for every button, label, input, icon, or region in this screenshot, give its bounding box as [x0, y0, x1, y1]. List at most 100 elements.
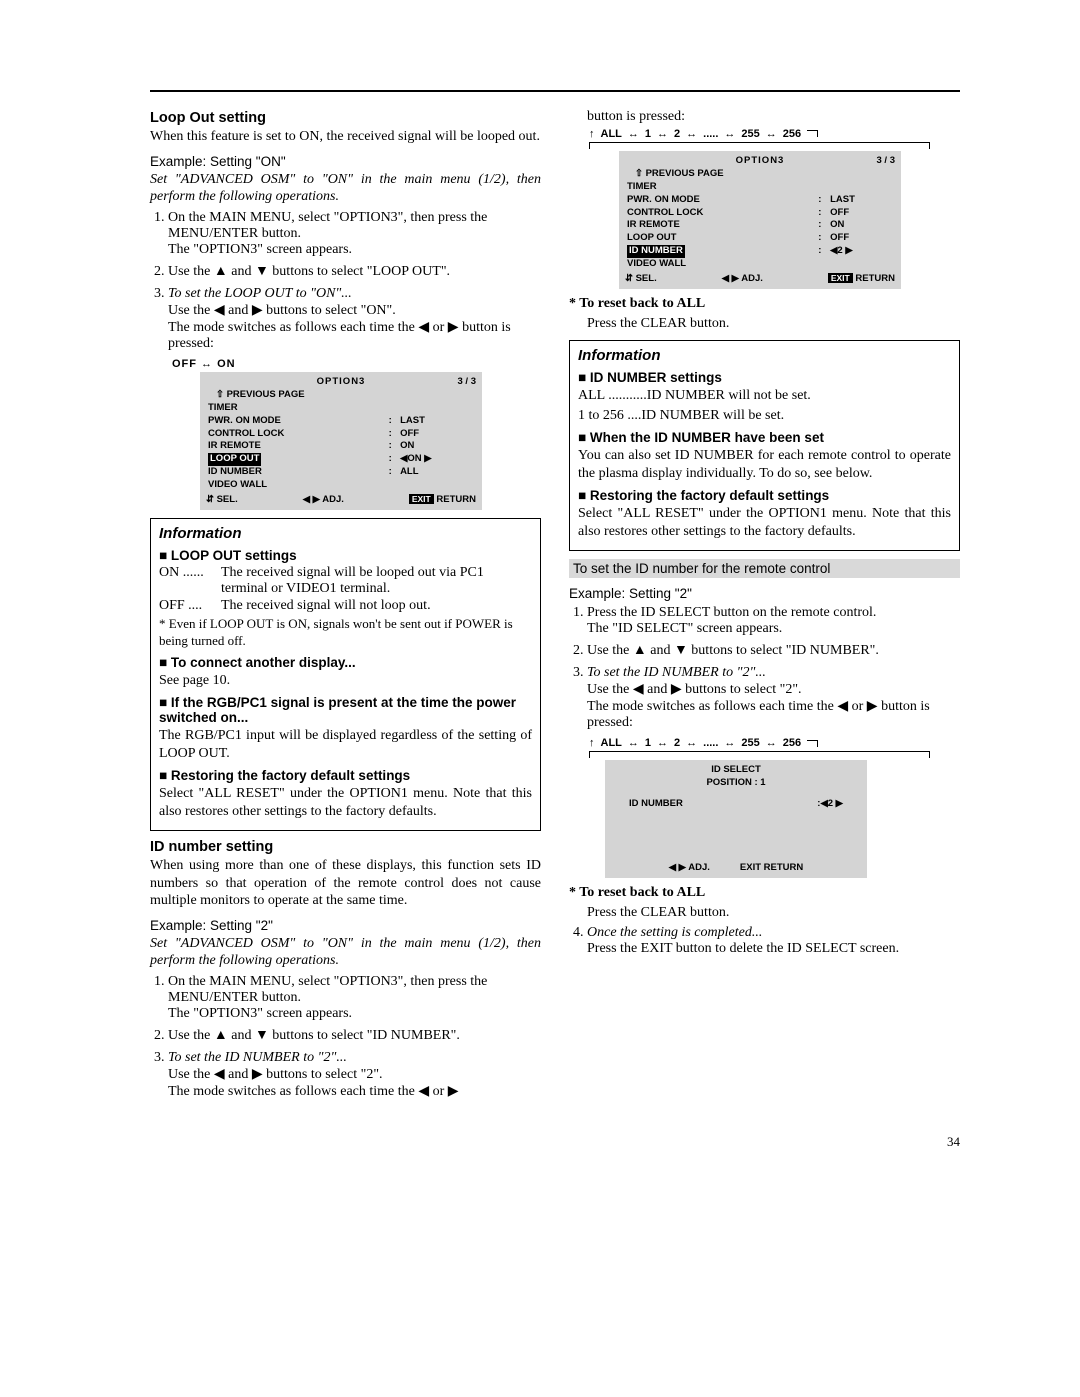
idnum-step-1b: The "OPTION3" screen appears.: [168, 1006, 352, 1021]
info2-all: ALL ...........ID NUMBER will not be set…: [578, 387, 951, 405]
remote-step-3t: To set the ID NUMBER to "2"...: [587, 665, 766, 680]
info1-on-label: ON ......: [159, 565, 221, 597]
osd2-prev: ⇧ PREVIOUS PAGE: [635, 168, 895, 181]
osd-option3-id: OPTION3 3 / 3 ⇧ PREVIOUS PAGE TIMER PWR.…: [619, 151, 901, 290]
idnum-setadv: Set "ADVANCED OSM" to "ON" in the main m…: [150, 935, 541, 970]
cycle-row-2: ↑ALL↔1↔2↔.....↔255↔256: [589, 737, 960, 749]
info2-restore: Select "ALL RESET" under the OPTION1 men…: [578, 505, 951, 540]
exit-icon: EXIT: [409, 494, 434, 504]
osd3-return: EXIT RETURN: [740, 862, 803, 875]
example2: Example: Setting "2": [569, 586, 960, 601]
info2-h2: When the ID NUMBER have been set: [578, 430, 951, 445]
page: Loop Out setting When this feature is se…: [0, 0, 1080, 1150]
osd3-pos: POSITION : 1: [611, 777, 861, 790]
remote-step-4: Once the setting is completed... Press t…: [587, 925, 960, 957]
osd2-table: TIMER PWR. ON MODE:LAST CONTROL LOCK:OFF…: [625, 181, 895, 271]
osd1-prev: ⇧ PREVIOUS PAGE: [216, 389, 476, 402]
osd1-highlight-label: LOOP OUT: [208, 453, 261, 466]
idnum-step-3a: Use the ◀ and ▶ buttons to select "2".: [168, 1067, 383, 1082]
info2-title: Information: [578, 347, 951, 364]
osd1-adj: ◀ ▶ ADJ.: [303, 494, 344, 507]
osd2-return: EXIT RETURN: [828, 273, 895, 286]
osd2-adj: ◀ ▶ ADJ.: [722, 273, 763, 286]
idnum-step-1: On the MAIN MENU, select "OPTION3", then…: [168, 974, 541, 1022]
exit-icon: EXIT: [828, 273, 853, 283]
info1-h2: To connect another display...: [159, 655, 532, 670]
cycle-row-1: ↑ALL↔1↔2↔.....↔255↔256: [589, 128, 960, 140]
page-number: 34: [0, 1134, 1080, 1150]
info1-see: See page 10.: [159, 672, 532, 690]
osd1-return: EXIT RETURN: [409, 494, 476, 507]
osd2-highlight-val: ◀2 ▶: [830, 245, 853, 256]
remote-steps-2: Once the setting is completed... Press t…: [569, 925, 960, 957]
osd2-highlight-label: ID NUMBER: [627, 245, 685, 258]
info1-off-row: OFF .... The received signal will not lo…: [159, 598, 532, 614]
idnum-example: Example: Setting "2": [150, 918, 541, 933]
osd3-hl: ID NUMBER: [629, 798, 683, 811]
loop-out-setadv: Set "ADVANCED OSM" to "ON" in the main m…: [150, 171, 541, 206]
columns: Loop Out setting When this feature is se…: [0, 102, 1080, 1146]
osd-id-select: ID SELECT POSITION : 1 ID NUMBER :◀2 ▶ ◀…: [605, 760, 867, 878]
loop-step-3a: Use the ◀ and ▶ buttons to select "ON".: [168, 303, 396, 318]
off-on-cycle: OFF ↔ ON: [172, 358, 541, 370]
remote-steps: Press the ID SELECT button on the remote…: [569, 605, 960, 731]
reset1-title: * To reset back to ALL: [569, 295, 960, 313]
loop-step-1b: The "OPTION3" screen appears.: [168, 242, 352, 257]
info2-h3: Restoring the factory default settings: [578, 488, 951, 503]
remote-step-1a: Press the ID SELECT button on the remote…: [587, 605, 876, 620]
loop-step-3: To set the LOOP OUT to "ON"... Use the ◀…: [168, 286, 541, 352]
info1-rgb: The RGB/PC1 input will be displayed rega…: [159, 727, 532, 762]
remote-step-3b: The mode switches as follows each time t…: [587, 699, 930, 730]
right-cont: button is pressed:: [587, 108, 960, 126]
osd3-title: ID SELECT: [611, 764, 861, 777]
bracket-right-icon: [807, 740, 818, 747]
cycle-bracket-2: [589, 751, 930, 758]
info-box-idnum: Information ID NUMBER settings ALL .....…: [569, 340, 960, 551]
info-box-loop: Information LOOP OUT settings ON ...... …: [150, 518, 541, 831]
remote-step-4b: Press the EXIT button to delete the ID S…: [587, 941, 899, 956]
idnum-step-3t: To set the ID NUMBER to "2"...: [168, 1050, 347, 1065]
info1-on-text: The received signal will be looped out v…: [221, 565, 532, 597]
osd1-table: TIMER PWR. ON MODE:LAST CONTROL LOCK:OFF…: [206, 402, 476, 492]
osd2-sel: ⇵ SEL.: [625, 273, 657, 286]
reset1-body: Press the CLEAR button.: [587, 315, 960, 333]
remote-step-2: Use the ▲ and ▼ buttons to select "ID NU…: [587, 643, 960, 659]
remote-step-3: To set the ID NUMBER to "2"... Use the ◀…: [587, 665, 960, 731]
info1-h4: Restoring the factory default settings: [159, 768, 532, 783]
info2-h1: ID NUMBER settings: [578, 370, 951, 385]
right-column: button is pressed: ↑ALL↔1↔2↔.....↔255↔25…: [569, 106, 960, 1106]
loop-step-2: Use the ▲ and ▼ buttons to select "LOOP …: [168, 264, 541, 280]
loop-step-3b: The mode switches as follows each time t…: [168, 320, 511, 351]
loop-out-steps: On the MAIN MENU, select "OPTION3", then…: [150, 210, 541, 352]
osd1-footer: ⇵ SEL. ◀ ▶ ADJ. EXIT RETURN: [206, 494, 476, 507]
osd1-sel: ⇵ SEL.: [206, 494, 238, 507]
osd2-footer: ⇵ SEL. ◀ ▶ ADJ. EXIT RETURN: [625, 273, 895, 286]
idnum-step-1a: On the MAIN MENU, select "OPTION3", then…: [168, 974, 487, 1005]
idnum-step-3b: The mode switches as follows each time t…: [168, 1084, 459, 1099]
remote-step-1: Press the ID SELECT button on the remote…: [587, 605, 960, 637]
osd1-highlight-val: ◀ON ▶: [400, 453, 432, 464]
top-rule: [150, 90, 960, 92]
info1-note: * Even if LOOP OUT is ON, signals won't …: [159, 616, 532, 649]
info1-off-text: The received signal will not loop out.: [221, 598, 532, 614]
bracket-right-icon: [807, 130, 818, 137]
exit-icon: EXIT: [740, 862, 761, 873]
heading-loop-out: Loop Out setting: [150, 110, 541, 126]
osd3-adj: ◀ ▶ ADJ.: [669, 862, 710, 875]
loop-out-intro: When this feature is set to ON, the rece…: [150, 128, 541, 146]
info2-settext: You can also set ID NUMBER for each remo…: [578, 447, 951, 482]
idnum-step-2: Use the ▲ and ▼ buttons to select "ID NU…: [168, 1028, 541, 1044]
info1-restore: Select "ALL RESET" under the OPTION1 men…: [159, 785, 532, 820]
idnum-intro: When using more than one of these displa…: [150, 857, 541, 910]
loop-step-1a: On the MAIN MENU, select "OPTION3", then…: [168, 210, 487, 241]
info1-off-label: OFF ....: [159, 598, 221, 614]
info1-h3: If the RGB/PC1 signal is present at the …: [159, 695, 532, 725]
loop-step-1: On the MAIN MENU, select "OPTION3", then…: [168, 210, 541, 258]
cycle-bracket-1: [589, 142, 930, 149]
reset2-body: Press the CLEAR button.: [587, 904, 960, 922]
loop-out-example: Example: Setting "ON": [150, 154, 541, 169]
osd3-val: ◀2 ▶: [820, 798, 843, 809]
remote-step-3a: Use the ◀ and ▶ buttons to select "2".: [587, 682, 802, 697]
info1-title: Information: [159, 525, 532, 542]
info1-h1: LOOP OUT settings: [159, 548, 532, 563]
